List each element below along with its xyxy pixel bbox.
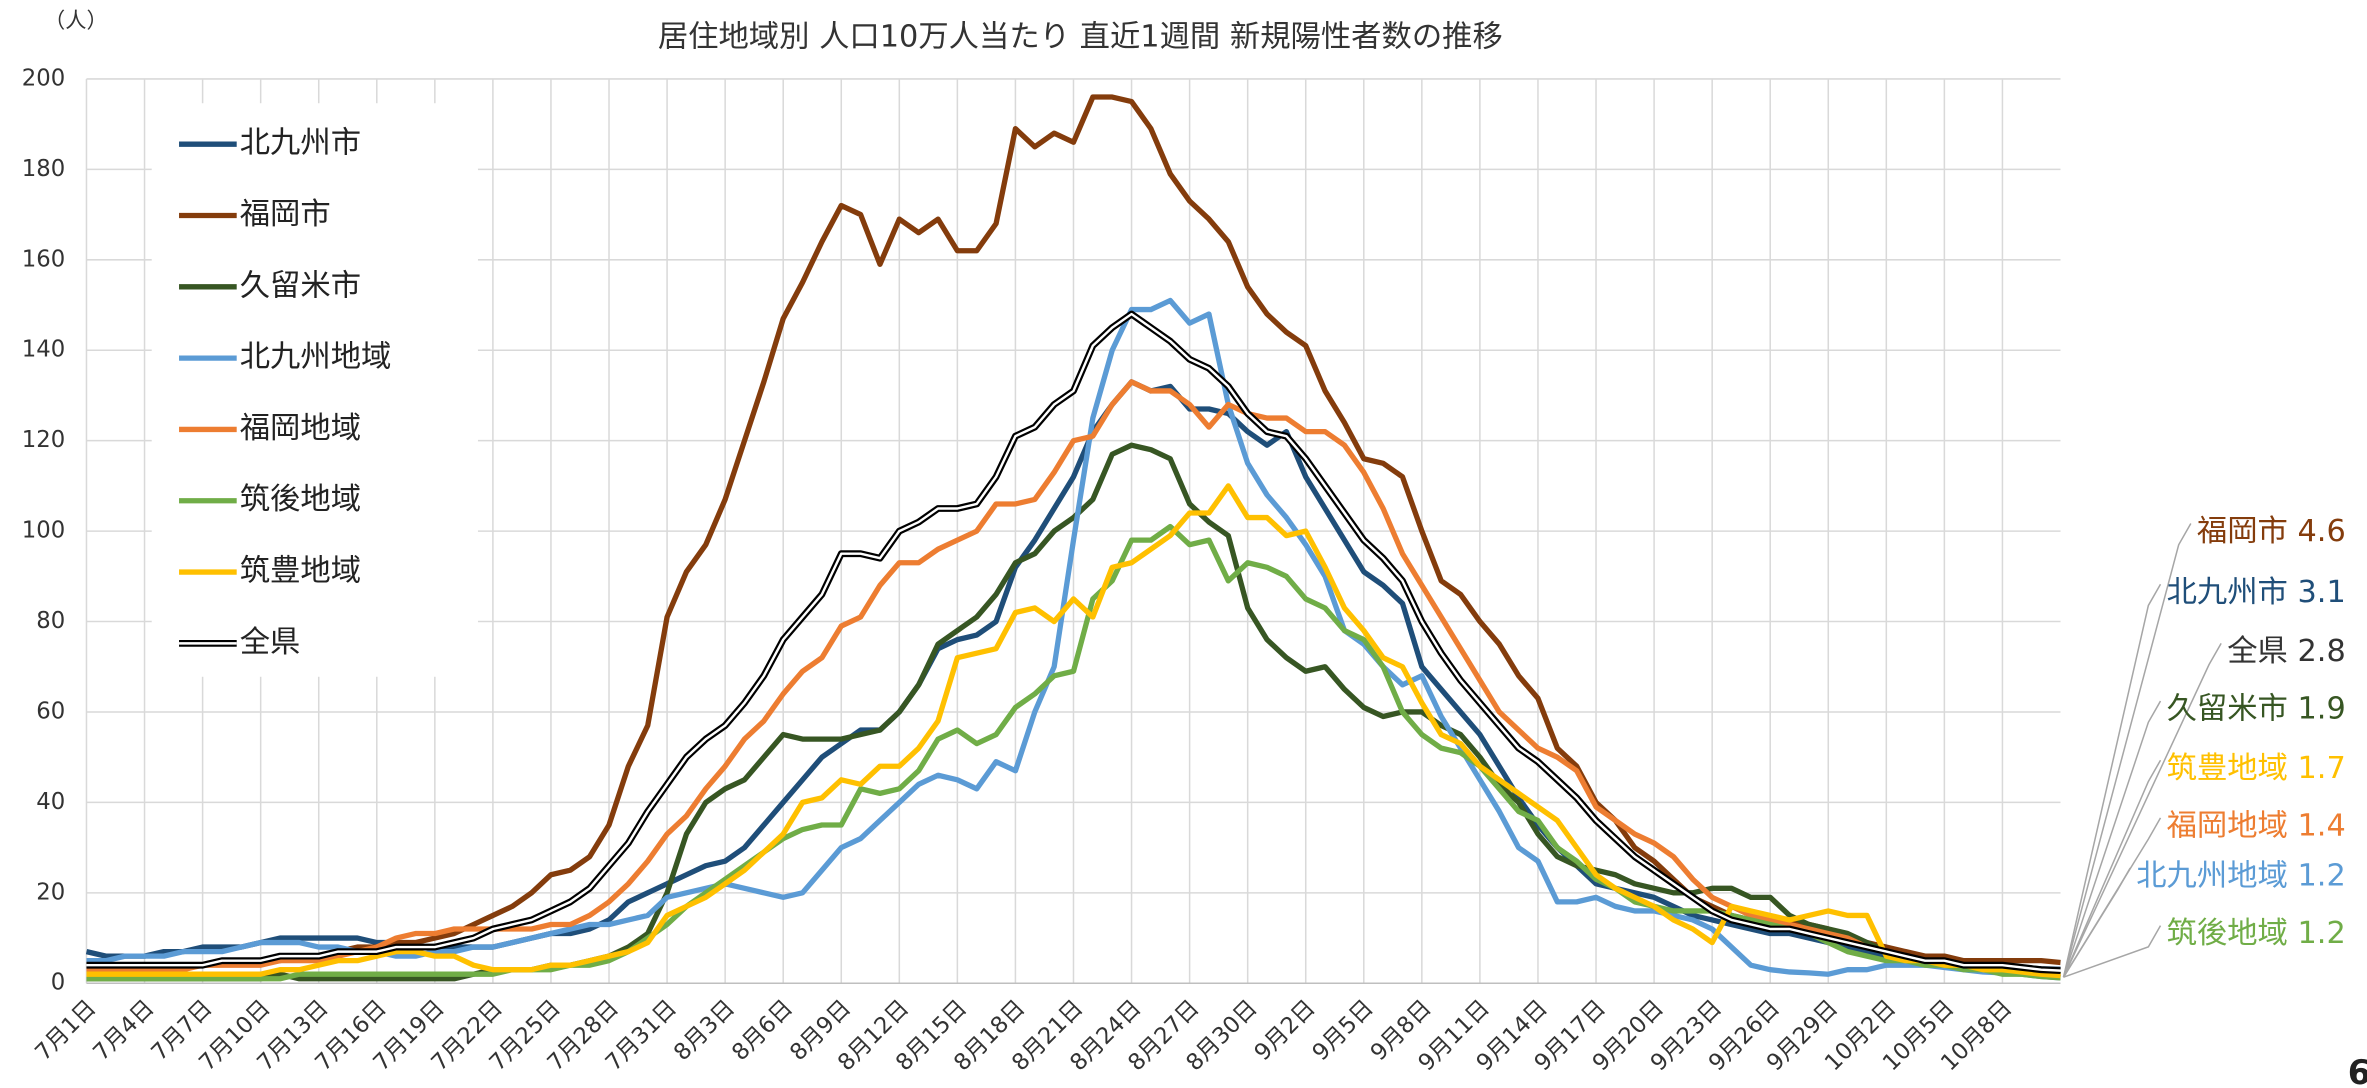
y-tick-label: 200 bbox=[22, 65, 65, 91]
leader-line bbox=[2062, 643, 2222, 978]
y-unit: （人） bbox=[44, 8, 108, 33]
annotation: 全県 2.8 bbox=[2227, 634, 2346, 669]
leader-line bbox=[2062, 700, 2162, 978]
series-line bbox=[86, 297, 2061, 981]
series-line bbox=[86, 442, 2061, 982]
legend-label: 福岡市 bbox=[240, 197, 331, 232]
annotation: 久留米市 1.9 bbox=[2167, 692, 2346, 727]
y-tick-label: 0 bbox=[51, 970, 65, 996]
page-number: 6 bbox=[2348, 1053, 2367, 1088]
y-tick-label: 80 bbox=[36, 608, 65, 634]
y-tick-label: 120 bbox=[22, 427, 65, 453]
y-tick-label: 40 bbox=[36, 789, 65, 815]
series-line-inner bbox=[86, 312, 2061, 972]
annotation: 筑後地域 1.2 bbox=[2167, 916, 2346, 951]
legend-label: 北九州市 bbox=[240, 126, 361, 161]
legend-label: 福岡地域 bbox=[240, 411, 361, 446]
leader-line bbox=[2062, 523, 2192, 978]
annotation: 福岡地域 1.4 bbox=[2167, 808, 2346, 843]
legend-label: 全県 bbox=[240, 625, 301, 660]
y-tick-label: 20 bbox=[36, 879, 65, 905]
leader-line bbox=[2062, 583, 2162, 978]
legend-label: 北九州地域 bbox=[240, 340, 392, 375]
annotation: 北九州市 3.1 bbox=[2167, 575, 2346, 610]
y-tick-label: 100 bbox=[22, 518, 65, 544]
chart-title: 居住地域別 人口10万人当たり 直近1週間 新規陽性者数の推移 bbox=[658, 19, 1503, 54]
annotation: 福岡市 4.6 bbox=[2197, 514, 2346, 549]
leader-line bbox=[2063, 925, 2162, 978]
y-tick-label: 180 bbox=[22, 156, 65, 182]
leader-line bbox=[2062, 759, 2162, 978]
y-tick-label: 140 bbox=[22, 337, 65, 363]
y-tick-label: 160 bbox=[22, 246, 65, 272]
legend-label: 筑豊地域 bbox=[240, 554, 361, 589]
legend-box bbox=[151, 103, 478, 677]
annotation: 筑豊地域 1.7 bbox=[2167, 751, 2346, 786]
legend-label: 久留米市 bbox=[240, 268, 361, 303]
y-tick-label: 60 bbox=[36, 698, 65, 724]
legend-label: 筑後地域 bbox=[240, 482, 361, 517]
series-line bbox=[86, 483, 2061, 979]
series-line bbox=[86, 523, 2061, 982]
annotation: 北九州地域 1.2 bbox=[2136, 859, 2346, 894]
leader-line bbox=[2062, 867, 2131, 978]
